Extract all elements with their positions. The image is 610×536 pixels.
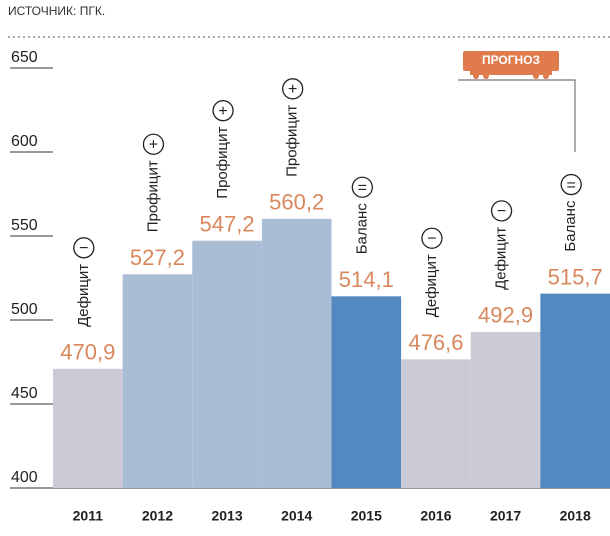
status-circle [421, 227, 443, 249]
status-label: Дефицит [423, 254, 440, 317]
status-label: Дефицит [493, 227, 510, 290]
status-circle [560, 173, 582, 196]
value-label: 527,2 [130, 245, 185, 270]
status-circle [282, 78, 304, 100]
y-tick-label: 550 [11, 217, 38, 234]
status-circle [490, 200, 513, 222]
status-symbol: + [288, 81, 297, 98]
status-symbol: = [358, 179, 367, 196]
status-symbol: + [149, 136, 158, 153]
status-symbol: = [567, 177, 576, 194]
status-circle [212, 100, 234, 122]
bar [261, 218, 332, 488]
bar [122, 274, 193, 488]
y-tick-label: 500 [11, 301, 38, 318]
y-tick-label: 400 [11, 469, 38, 486]
value-label: 492,9 [478, 303, 533, 328]
value-label: 515,7 [548, 264, 603, 289]
status-label: Баланс [353, 203, 370, 255]
x-tick-label: 2018 [560, 508, 591, 524]
forecast-badge: ПРОГНОЗ [458, 51, 576, 152]
status-symbol: − [427, 230, 436, 247]
forecast-label: ПРОГНОЗ [482, 53, 540, 67]
status-circle [142, 133, 165, 155]
bar [401, 359, 471, 488]
value-label: 514,1 [339, 267, 394, 292]
x-tick-label: 2014 [281, 508, 312, 524]
y-tick-label: 650 [11, 49, 38, 66]
status-symbol: + [218, 103, 227, 120]
y-tick-label: 600 [11, 133, 38, 150]
value-label: 470,9 [60, 340, 115, 365]
x-tick-label: 2012 [142, 508, 173, 524]
status-label: Дефицит [75, 264, 92, 327]
bar [192, 240, 262, 488]
value-label: 476,6 [408, 330, 463, 355]
status-symbol: − [497, 203, 506, 220]
source: ИСТОЧНИК: ПГК. [8, 4, 105, 18]
status-label: Профицит [214, 127, 231, 199]
status-label: Профицит [144, 160, 161, 232]
y-tick-label: 450 [11, 385, 38, 402]
x-tick-label: 2013 [211, 508, 242, 524]
value-label: 560,2 [269, 190, 324, 215]
status-symbol: − [79, 240, 88, 257]
x-tick-label: 2017 [490, 508, 521, 524]
x-tick-label: 2016 [420, 508, 451, 524]
status-circle [73, 237, 95, 259]
x-tick-label: 2015 [351, 508, 382, 524]
bar [540, 293, 610, 488]
status-label: Баланс [562, 200, 579, 252]
bar [470, 331, 541, 488]
status-label: Профицит [284, 105, 301, 177]
bar [53, 368, 123, 488]
bar [331, 296, 402, 488]
status-circle [351, 176, 373, 198]
value-label: 547,2 [200, 212, 255, 237]
x-tick-label: 2011 [73, 508, 104, 524]
